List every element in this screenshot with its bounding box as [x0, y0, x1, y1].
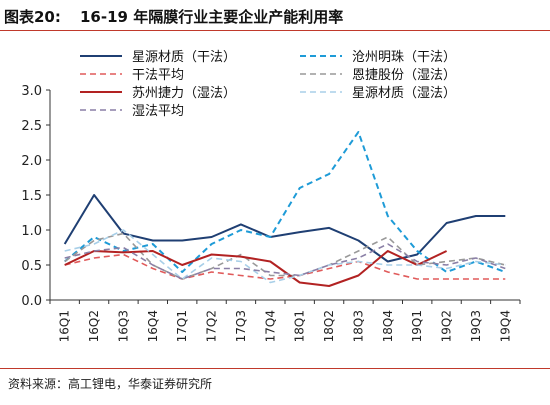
- line-chart: 0.0 0.5 1.0 1.5 2.0 2.5 3.0 16Q1 16Q2 16Q3 16Q4 17Q…: [21, 49, 521, 342]
- legend-label: 星源材质（湿法）: [352, 86, 456, 101]
- x-tick-label: 17Q4: [263, 310, 277, 342]
- legend-label: 湿法平均: [132, 104, 184, 119]
- legend-label: 苏州捷力（湿法）: [132, 85, 236, 101]
- series-lines: [63, 131, 506, 287]
- y-tick-label: 0.5: [21, 259, 42, 274]
- x-tick-label: 19Q1: [410, 310, 424, 342]
- x-tick-label: 17Q3: [234, 310, 248, 342]
- x-tick-label: 18Q3: [351, 310, 365, 342]
- x-tick-label: 19Q4: [498, 310, 512, 342]
- y-tick-label: 1.5: [21, 189, 42, 204]
- x-tick-label: 16Q2: [87, 310, 101, 342]
- source-divider: [0, 368, 550, 369]
- series-line: [64, 229, 506, 284]
- y-tick-label: 2.5: [21, 119, 42, 134]
- source-note: 资料来源：高工锂电，华泰证券研究所: [8, 377, 213, 391]
- legend-label: 星源材质（干法）: [132, 50, 236, 65]
- title-bar: 图表20: 16-19 年隔膜行业主要企业产能利用率: [0, 0, 550, 31]
- legend-label: 沧州明珠（干法）: [352, 49, 456, 65]
- legend-label: 恩捷股份（湿法）: [352, 68, 456, 83]
- x-tick-label: 19Q3: [469, 310, 483, 342]
- axes: 0.0 0.5 1.0 1.5 2.0 2.5 3.0 16Q1 16Q2 16Q3 16Q4 17Q…: [21, 84, 521, 342]
- x-tick-label: 18Q1: [293, 310, 307, 342]
- x-tick-label: 16Q4: [146, 310, 160, 342]
- x-tick-label: 18Q2: [322, 310, 336, 342]
- x-tick-label: 17Q1: [175, 310, 189, 342]
- y-tick-label: 1.0: [21, 224, 42, 239]
- x-tick-label: 19Q2: [440, 310, 454, 342]
- legend: 星源材质（干法） 沧州明珠（干法） 干法平均 恩捷股份（湿法） 苏州捷力（湿法） 星源材质…: [80, 49, 456, 119]
- series-line: [64, 232, 506, 280]
- series-line: [64, 250, 448, 287]
- y-tick-label: 0.0: [21, 294, 42, 309]
- y-tick-label: 2.0: [21, 154, 42, 169]
- figure-label: 图表20:: [4, 8, 61, 26]
- figure-title: 16-19 年隔膜行业主要企业产能利用率: [80, 8, 344, 26]
- x-tick-label: 16Q3: [116, 310, 130, 342]
- series-line: [64, 131, 506, 273]
- x-tick-label: 16Q1: [58, 310, 72, 342]
- x-tick-label: 17Q2: [205, 310, 219, 342]
- series-line: [63, 194, 506, 263]
- series-line: [64, 243, 506, 280]
- y-tick-label: 3.0: [21, 84, 42, 99]
- series-line: [64, 253, 506, 280]
- x-tick-label: 18Q4: [381, 310, 395, 342]
- legend-label: 干法平均: [132, 68, 184, 83]
